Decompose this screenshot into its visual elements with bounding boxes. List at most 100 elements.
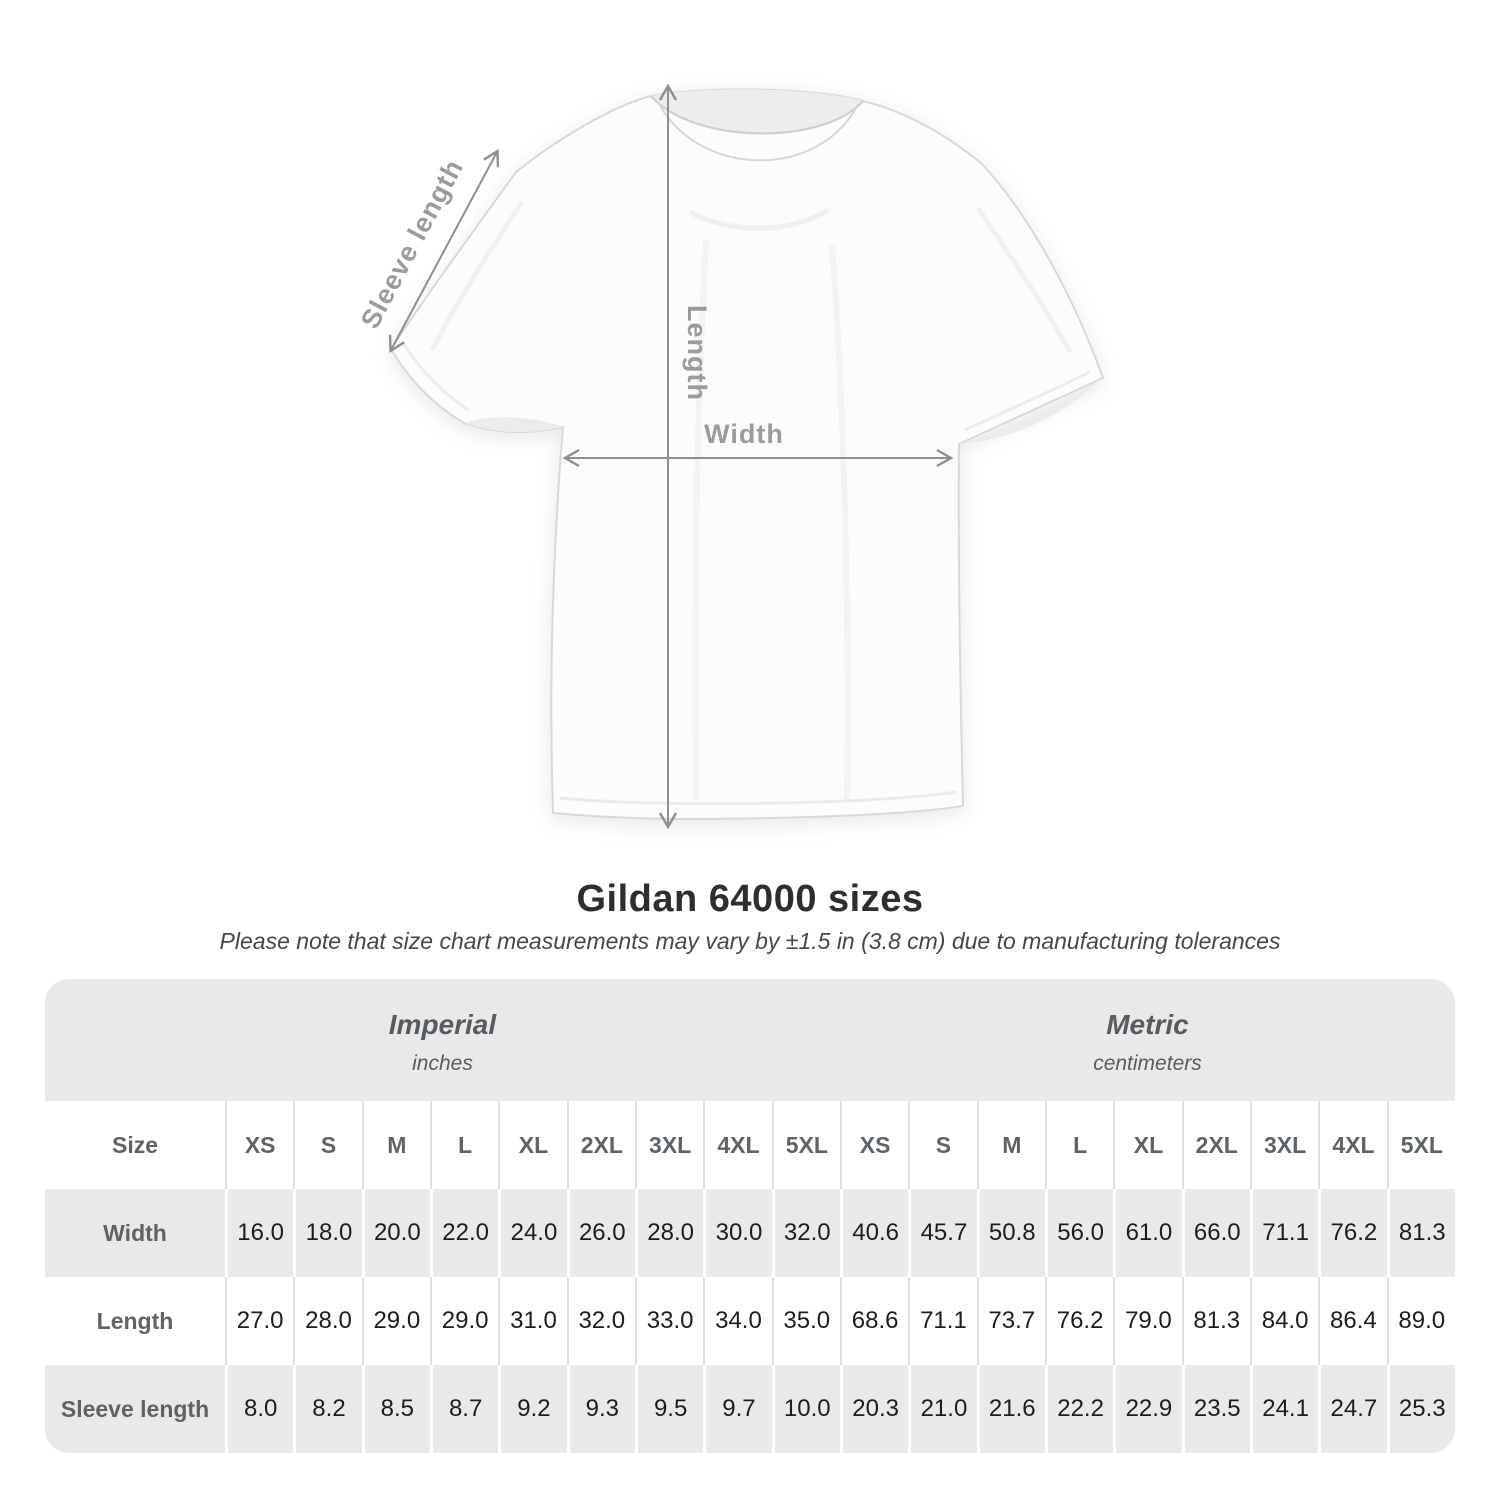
cell: 66.0 [1181, 1189, 1250, 1277]
fold-left [692, 239, 709, 801]
cell: 76.2 [1044, 1277, 1113, 1365]
cell: 9.3 [566, 1365, 635, 1453]
cell: 10.0 [771, 1365, 840, 1453]
size-header: M [361, 1101, 430, 1189]
cell: 9.7 [703, 1365, 772, 1453]
length-row: Length 27.0 28.0 29.0 29.0 31.0 32.0 33.… [45, 1277, 1455, 1365]
cell: 20.3 [839, 1365, 909, 1453]
size-header: 5XL [1386, 1101, 1455, 1189]
size-header: S [293, 1101, 362, 1189]
cell: 16.0 [225, 1189, 294, 1277]
cell: 8.2 [293, 1365, 362, 1453]
imperial-unit-label: inches [412, 1051, 473, 1075]
size-header: XS [839, 1101, 909, 1189]
cell: 71.1 [908, 1277, 976, 1365]
size-header: XL [498, 1101, 567, 1189]
cell: 27.0 [225, 1277, 293, 1365]
metric-section-header: Metric centimeters [839, 979, 1455, 1101]
hem-stitch [559, 790, 957, 806]
cell: 86.4 [1318, 1277, 1386, 1365]
cell: 26.0 [566, 1189, 635, 1277]
cell: 8.0 [225, 1365, 294, 1453]
tshirt-measurement-diagram: Width Length Sleeve length [355, 83, 1104, 830]
row-label-sleeve-length: Sleeve length [45, 1365, 225, 1453]
cell: 84.0 [1249, 1277, 1318, 1365]
cell: 56.0 [1044, 1189, 1114, 1277]
size-header: XL [1113, 1101, 1182, 1189]
left-underarm-shade [464, 417, 563, 433]
cell: 21.0 [908, 1365, 977, 1453]
size-header: L [429, 1101, 499, 1189]
cell: 30.0 [703, 1189, 772, 1277]
cell: 25.3 [1386, 1365, 1455, 1453]
sleeve-length-row: Sleeve length 8.0 8.2 8.5 8.7 9.2 9.3 9.… [45, 1365, 1455, 1453]
cell: 20.0 [361, 1189, 430, 1277]
cell: 22.2 [1044, 1365, 1114, 1453]
under-collar-shade [688, 207, 830, 231]
cell: 21.6 [976, 1365, 1045, 1453]
cell: 24.0 [498, 1189, 567, 1277]
cell: 22.0 [429, 1189, 499, 1277]
cell: 22.9 [1113, 1365, 1182, 1453]
cell: 35.0 [771, 1277, 840, 1365]
cell: 34.0 [703, 1277, 771, 1365]
cell: 32.0 [566, 1277, 635, 1365]
width-row: Width 16.0 18.0 20.0 22.0 24.0 26.0 28.0… [45, 1189, 1455, 1277]
size-header: 2XL [566, 1101, 635, 1189]
collar-inner-seam [657, 101, 858, 162]
cell: 89.0 [1386, 1277, 1455, 1365]
cell: 29.0 [361, 1277, 430, 1365]
row-label-length: Length [96, 1307, 174, 1334]
size-corner-label: Size [45, 1101, 225, 1189]
metric-label: Metric [1106, 1008, 1189, 1040]
size-header: 2XL [1181, 1101, 1250, 1189]
row-label-width: Width [45, 1189, 225, 1277]
size-header-row: Size XS S M L XL 2XL 3XL 4XL 5XL XS S M … [45, 1101, 1455, 1189]
size-header: M [976, 1101, 1045, 1189]
size-table: Imperial inches Metric centimeters Size … [45, 979, 1455, 1453]
cell: 9.2 [498, 1365, 567, 1453]
page-title: Gildan 64000 sizes [576, 878, 924, 920]
cell: 24.7 [1318, 1365, 1387, 1453]
fold-right [829, 244, 851, 801]
cell: 18.0 [293, 1189, 362, 1277]
cell: 32.0 [771, 1189, 840, 1277]
cell: 68.6 [839, 1277, 908, 1365]
cell: 50.8 [976, 1189, 1045, 1277]
cell: 33.0 [634, 1277, 703, 1365]
tshirt-diagram-svg: Width Length Sleeve length [355, 83, 1104, 830]
size-header: S [908, 1101, 977, 1189]
cell: 61.0 [1113, 1189, 1182, 1277]
cell: 31.0 [498, 1277, 566, 1365]
imperial-label: Imperial [388, 1008, 497, 1040]
tshirt-graphic [390, 88, 1104, 820]
cell: 71.1 [1249, 1189, 1319, 1277]
cell: 73.7 [976, 1277, 1045, 1365]
metric-unit-label: centimeters [1093, 1051, 1202, 1075]
neck-opening [651, 89, 863, 134]
page-subtitle: Please note that size chart measurements… [219, 928, 1281, 954]
size-header: 3XL [1249, 1101, 1319, 1189]
unit-header-row: Imperial inches Metric centimeters [45, 979, 1455, 1101]
cell: 8.7 [429, 1365, 499, 1453]
cell: 24.1 [1249, 1365, 1319, 1453]
cell: 45.7 [908, 1189, 977, 1277]
sleeve-length-arrow [388, 148, 500, 354]
cell: 8.5 [361, 1365, 430, 1453]
cell: 81.3 [1181, 1277, 1250, 1365]
size-header: 5XL [771, 1101, 840, 1189]
cell: 81.3 [1386, 1189, 1455, 1277]
size-header: 3XL [634, 1101, 704, 1189]
cell: 79.0 [1113, 1277, 1181, 1365]
cell: 28.0 [634, 1189, 704, 1277]
cell: 23.5 [1181, 1365, 1250, 1453]
cell: 28.0 [293, 1277, 361, 1365]
tshirt-body [390, 88, 1104, 820]
cell: 9.5 [634, 1365, 704, 1453]
length-label: Length [682, 305, 712, 401]
cell: 40.6 [839, 1189, 909, 1277]
imperial-section-header: Imperial inches [45, 979, 840, 1101]
size-header: 4XL [703, 1101, 772, 1189]
right-cuff-stitch [964, 370, 1091, 432]
